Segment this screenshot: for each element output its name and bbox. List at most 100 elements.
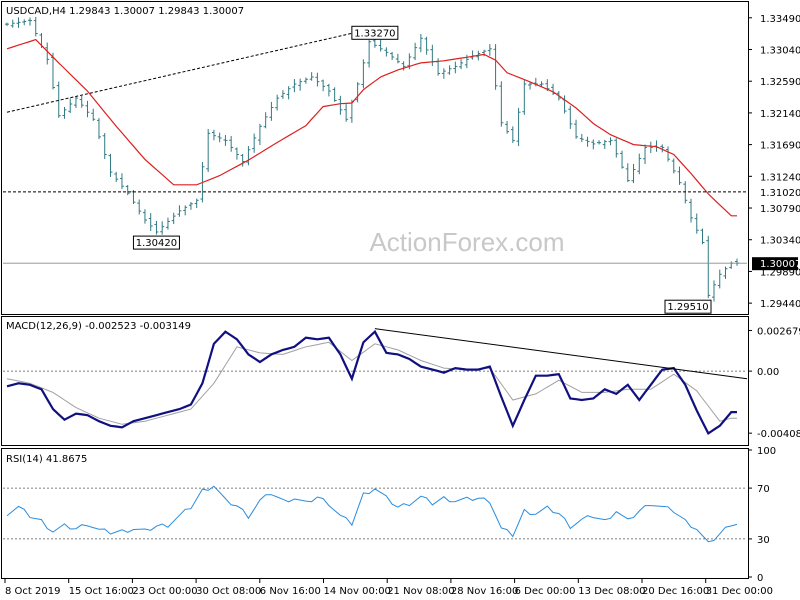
price-bar: [735, 258, 739, 266]
price-bar: [424, 36, 429, 55]
price-bar: [73, 96, 78, 108]
price-bar: [309, 72, 314, 81]
price-axis-tick-label: 1.33040: [760, 46, 800, 57]
time-axis-label: 30 Oct 08:00: [196, 586, 261, 597]
price-axis-tick-label: 1.29440: [760, 299, 800, 310]
price-trendline: [6, 32, 352, 113]
price-bar: [482, 49, 487, 57]
price-bar: [579, 133, 584, 142]
price-bar: [223, 135, 228, 146]
price-bar: [252, 133, 257, 153]
price-bar: [430, 44, 435, 66]
price-bar: [522, 80, 527, 115]
price-panel-title: USDCAD,H4 1.29843 1.30007 1.29843 1.3000…: [6, 6, 244, 17]
price-bar: [597, 140, 602, 145]
price-bar: [114, 171, 119, 183]
price-bar: [700, 228, 705, 245]
rsi-lines: [3, 485, 747, 543]
price-bar: [5, 22, 9, 27]
time-axis-label: 14 Nov 00:00: [324, 586, 391, 597]
price-bar: [211, 129, 216, 141]
price-axis-tick-label: 1.30790: [760, 204, 800, 215]
price-bar: [355, 82, 360, 103]
price-bar: [332, 87, 337, 102]
price-bar: [568, 105, 573, 129]
price-bar: [447, 65, 452, 75]
price-bar: [510, 126, 515, 144]
price-bar: [344, 104, 349, 122]
price-bar: [286, 86, 291, 100]
price-bar: [292, 79, 297, 93]
price-bar: [269, 101, 274, 121]
price-bar: [194, 198, 199, 209]
price-axis-tick-label: 1.30340: [760, 236, 800, 247]
price-bar: [620, 150, 625, 169]
price-bar: [165, 217, 170, 230]
price-bar: [217, 132, 222, 143]
price-bar: [27, 17, 32, 26]
price-bar: [505, 121, 510, 134]
price-bar: [45, 42, 50, 65]
price-bar: [631, 163, 636, 184]
price-bar: [234, 147, 239, 160]
macd-panel-frame: [1, 316, 749, 446]
price-bar: [125, 184, 130, 196]
macd-lines: [3, 328, 748, 436]
time-axis-label: 20 Dec 16:00: [642, 586, 709, 597]
price-bar: [183, 205, 188, 216]
price-bar: [148, 213, 153, 232]
macd-axis: 0.002679 0.00 -0.004086: [748, 326, 800, 440]
price-bar: [470, 50, 475, 60]
time-axis-label: 13 Dec 08:00: [578, 586, 645, 597]
price-bar: [338, 95, 343, 115]
price-annotation-label: 1.30420: [136, 238, 177, 249]
rsi-line: [6, 485, 738, 543]
price-bar: [418, 34, 423, 53]
macd-axis-tick-label: 0.00: [757, 367, 779, 378]
price-axis-tick-label: 1.33490: [760, 14, 800, 25]
price-bar: [119, 173, 124, 190]
time-axis-label: 8 Oct 2019: [5, 586, 60, 597]
price-bar: [574, 119, 579, 139]
price-bar: [591, 139, 596, 150]
price-axis-tick-label: 1.29890: [760, 267, 800, 278]
price-bar: [171, 212, 176, 225]
price-bar: [303, 77, 308, 84]
price-bar: [683, 181, 688, 204]
price-bar: [263, 112, 268, 129]
price-bar: [22, 19, 27, 26]
price-bar: [275, 94, 280, 111]
time-axis-label: 6 Nov 16:00: [260, 586, 321, 597]
price-bar: [10, 19, 15, 28]
rsi-axis-tick-label: 0: [757, 573, 763, 584]
price-bar: [395, 53, 400, 64]
price-bar: [487, 44, 492, 56]
level-axis-label: 1.31020: [760, 188, 800, 199]
price-annotation-label: 1.29510: [667, 302, 708, 313]
rsi-axis-tick-label: 100: [757, 446, 776, 457]
price-bar: [108, 153, 113, 177]
price-bar: [280, 90, 285, 99]
price-bar: [602, 139, 607, 149]
price-bar: [643, 144, 648, 165]
price-axis-tick-label: 1.31240: [760, 172, 800, 183]
price-bar: [608, 137, 613, 146]
price-bar: [177, 205, 182, 217]
time-axis-label: 28 Nov 16:00: [451, 586, 518, 597]
macd-panel-title: MACD(12,26,9) -0.002523 -0.003149: [6, 321, 191, 332]
price-bar: [562, 95, 567, 114]
macd-trendline: [374, 328, 748, 380]
price-bar: [102, 133, 107, 159]
price-axis: 1.33490 1.33040 1.32590 1.32140 1.31690 1.312…: [748, 14, 800, 310]
price-bar: [96, 118, 101, 140]
price-bar: [378, 39, 383, 52]
price-bar: [79, 95, 84, 108]
price-bar: [401, 61, 406, 71]
time-axis-label: 6 Dec 00:00: [515, 586, 576, 597]
price-axis-tick-label: 1.32590: [760, 77, 800, 88]
price-bar: [723, 266, 728, 279]
price-bar: [91, 108, 96, 121]
price-bar: [384, 47, 389, 57]
price-bar: [142, 209, 147, 224]
